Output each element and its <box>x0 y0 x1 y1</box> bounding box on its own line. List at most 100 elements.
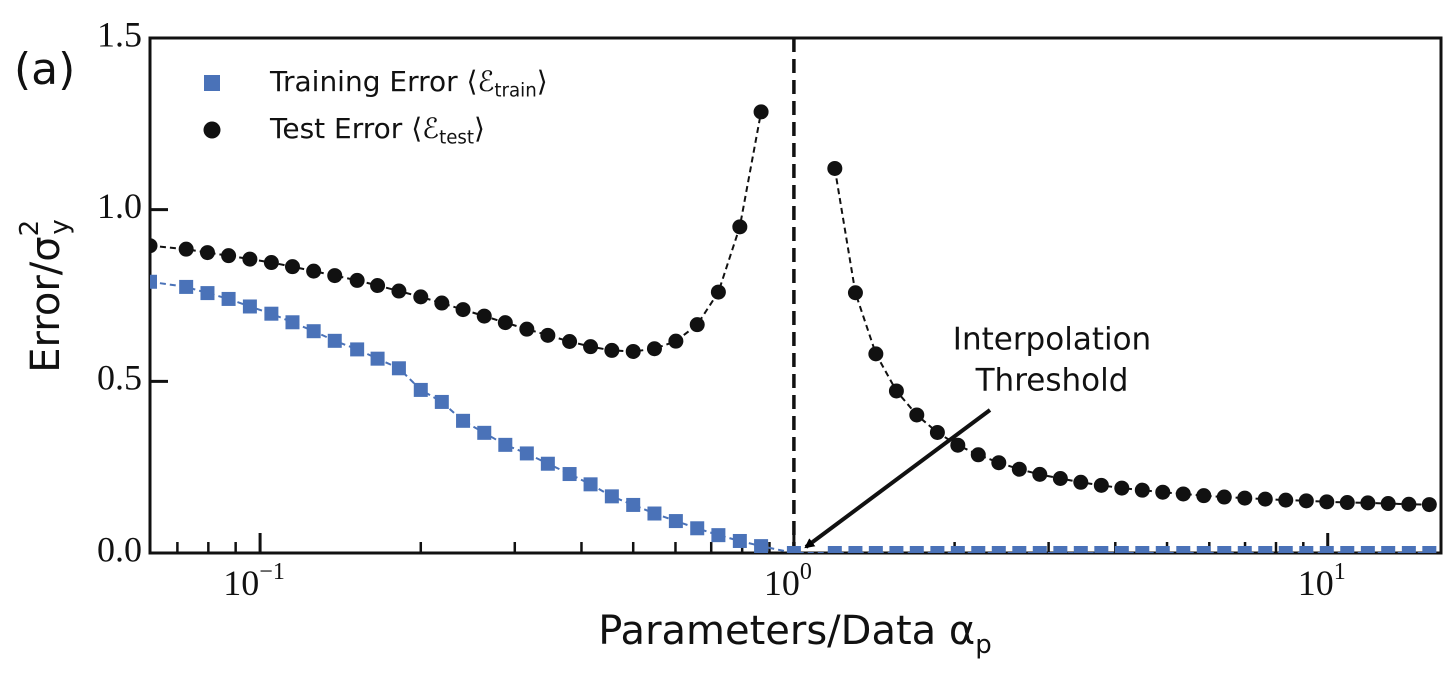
legend-label: Training Error ⟨ℰtrain⟩ <box>269 65 548 101</box>
train-point <box>732 533 747 548</box>
train-point <box>264 306 279 321</box>
train-point <box>1012 546 1027 553</box>
test-point <box>1360 495 1376 511</box>
test-point <box>1257 491 1273 507</box>
train-point <box>477 425 492 440</box>
train-point <box>456 413 471 428</box>
train-point <box>200 286 215 301</box>
test-point <box>909 407 925 423</box>
test-point <box>1319 494 1335 510</box>
train-point <box>413 382 428 397</box>
test-point <box>1175 486 1191 502</box>
test-point <box>583 339 599 355</box>
train-point <box>519 446 534 461</box>
plot-area <box>150 104 1437 553</box>
train-point <box>786 546 801 553</box>
train-point <box>150 274 157 289</box>
test-point <box>732 219 748 235</box>
panel-label: (a) <box>14 44 75 95</box>
test-point <box>370 278 386 294</box>
train-point <box>242 299 257 314</box>
x-tick-label: 10−1 <box>223 559 285 604</box>
test-point <box>1032 466 1048 482</box>
train-point <box>971 546 986 553</box>
y-tick-label: 0.5 <box>97 358 142 398</box>
text-part: Training Error ⟨ℰ <box>269 65 494 98</box>
test-point <box>1114 480 1130 496</box>
annotation: Threshold <box>975 363 1129 399</box>
test-point <box>1134 482 1150 498</box>
train-point <box>930 546 945 553</box>
text-part: Test Error ⟨ℰ <box>269 112 439 145</box>
test-point <box>391 283 407 299</box>
train-point <box>391 361 406 376</box>
text-part: ⟩ <box>474 112 485 145</box>
train-point <box>1196 546 1211 553</box>
train-point <box>950 546 965 553</box>
test-point <box>199 245 215 261</box>
train-point <box>1217 546 1232 553</box>
test-point <box>1216 489 1232 505</box>
test-point <box>689 317 705 333</box>
test-point <box>710 284 726 300</box>
train-point <box>350 342 365 357</box>
series-line <box>150 111 1430 506</box>
test-point <box>562 334 578 350</box>
test-point <box>150 238 158 254</box>
test-point <box>263 255 279 271</box>
y-tick-label: 1.0 <box>97 186 142 226</box>
test-point <box>540 327 556 343</box>
test-point <box>476 308 492 324</box>
test-point <box>753 104 769 120</box>
test-point <box>1401 496 1417 512</box>
train-point <box>754 539 769 553</box>
test-point <box>455 302 471 318</box>
test-point <box>1237 490 1253 506</box>
train-point <box>868 546 883 553</box>
test-point <box>497 315 513 331</box>
train-point <box>370 351 385 366</box>
test-point <box>888 383 904 399</box>
train-point <box>221 291 236 306</box>
train-point <box>848 546 863 553</box>
train-point <box>1053 546 1068 553</box>
legend-marker <box>204 75 220 91</box>
x-tick-label: 101 <box>1298 559 1346 604</box>
test-point <box>1011 461 1027 477</box>
test-point <box>327 268 343 284</box>
test-point <box>349 272 365 288</box>
train-point <box>889 546 904 553</box>
tick-base: 10 <box>223 563 259 603</box>
train-point <box>668 514 683 529</box>
text-part: train <box>494 80 536 101</box>
test-point <box>646 341 662 357</box>
test-point <box>242 251 258 267</box>
train-point <box>1319 546 1334 553</box>
train-point <box>179 279 194 294</box>
train-point <box>306 324 321 339</box>
train-point <box>285 315 300 330</box>
train-point <box>1401 546 1416 553</box>
test-point <box>1093 477 1109 493</box>
tick-base: 10 <box>1298 563 1334 603</box>
legend-label: Test Error ⟨ℰtest⟩ <box>269 112 485 148</box>
test-point <box>1052 470 1068 486</box>
series-line <box>150 280 1430 553</box>
tick-exp: −1 <box>259 559 285 585</box>
train-point <box>1340 546 1355 553</box>
train-point <box>1032 546 1047 553</box>
test-point <box>950 437 966 453</box>
test-point <box>519 321 535 337</box>
train-point <box>1299 546 1314 553</box>
tick-base: 10 <box>764 563 800 603</box>
text-part: y <box>45 219 75 234</box>
legend-marker <box>203 121 221 139</box>
test-point <box>604 342 620 358</box>
tick-exp: 0 <box>800 559 812 585</box>
test-point <box>178 241 194 257</box>
test-point <box>625 343 641 359</box>
train-point <box>711 528 726 543</box>
x-tick-label: 100 <box>764 559 812 604</box>
annotation-arrow <box>804 408 992 549</box>
